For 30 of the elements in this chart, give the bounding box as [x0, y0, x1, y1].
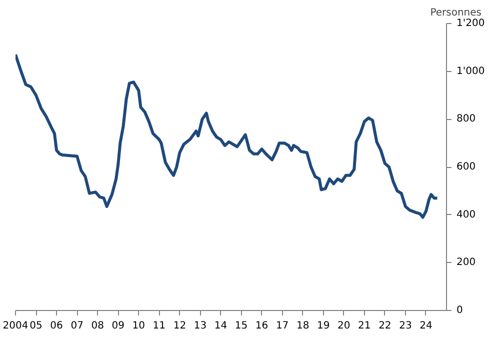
- x-tick-label: 13: [194, 320, 207, 332]
- y-tick-label: 1'000: [456, 66, 485, 77]
- x-tick-label: 17: [276, 320, 289, 332]
- y-axis-title: Personnes: [430, 8, 482, 18]
- x-tick-label: 05: [30, 320, 42, 332]
- line-series: [16, 53, 439, 219]
- y-tick-label: 200: [456, 257, 476, 268]
- y-tick-label: 1'200: [456, 18, 485, 29]
- x-tick-label: 22: [378, 320, 392, 332]
- x-tick-label: 14: [214, 320, 228, 332]
- x-tick-label: 20: [338, 320, 350, 332]
- x-tick-label: 10: [132, 320, 146, 332]
- x-tick-label: 08: [91, 320, 104, 332]
- y-tick-label: 600: [456, 162, 476, 172]
- y-tick-label: 800: [456, 114, 476, 125]
- x-tick-label: 09: [112, 320, 124, 332]
- x-tick-label: 21: [358, 320, 371, 332]
- x-tick-label: 19: [316, 320, 330, 332]
- y-tick-label: 400: [456, 209, 476, 220]
- x-tick-label: 24: [420, 320, 432, 332]
- y-tick-label: 0: [456, 305, 463, 316]
- x-tick-label: 16: [255, 320, 268, 332]
- x-tick-label: 07: [70, 320, 84, 332]
- x-tick-label: 15: [234, 320, 248, 332]
- x-tick-label: 06: [50, 320, 63, 332]
- x-tick-label: 18: [296, 320, 310, 332]
- x-tick-label: 2004: [2, 320, 28, 332]
- x-tick-label: 23: [399, 320, 412, 332]
- x-tick-label: 11: [152, 320, 166, 332]
- x-tick-label: 12: [173, 320, 186, 332]
